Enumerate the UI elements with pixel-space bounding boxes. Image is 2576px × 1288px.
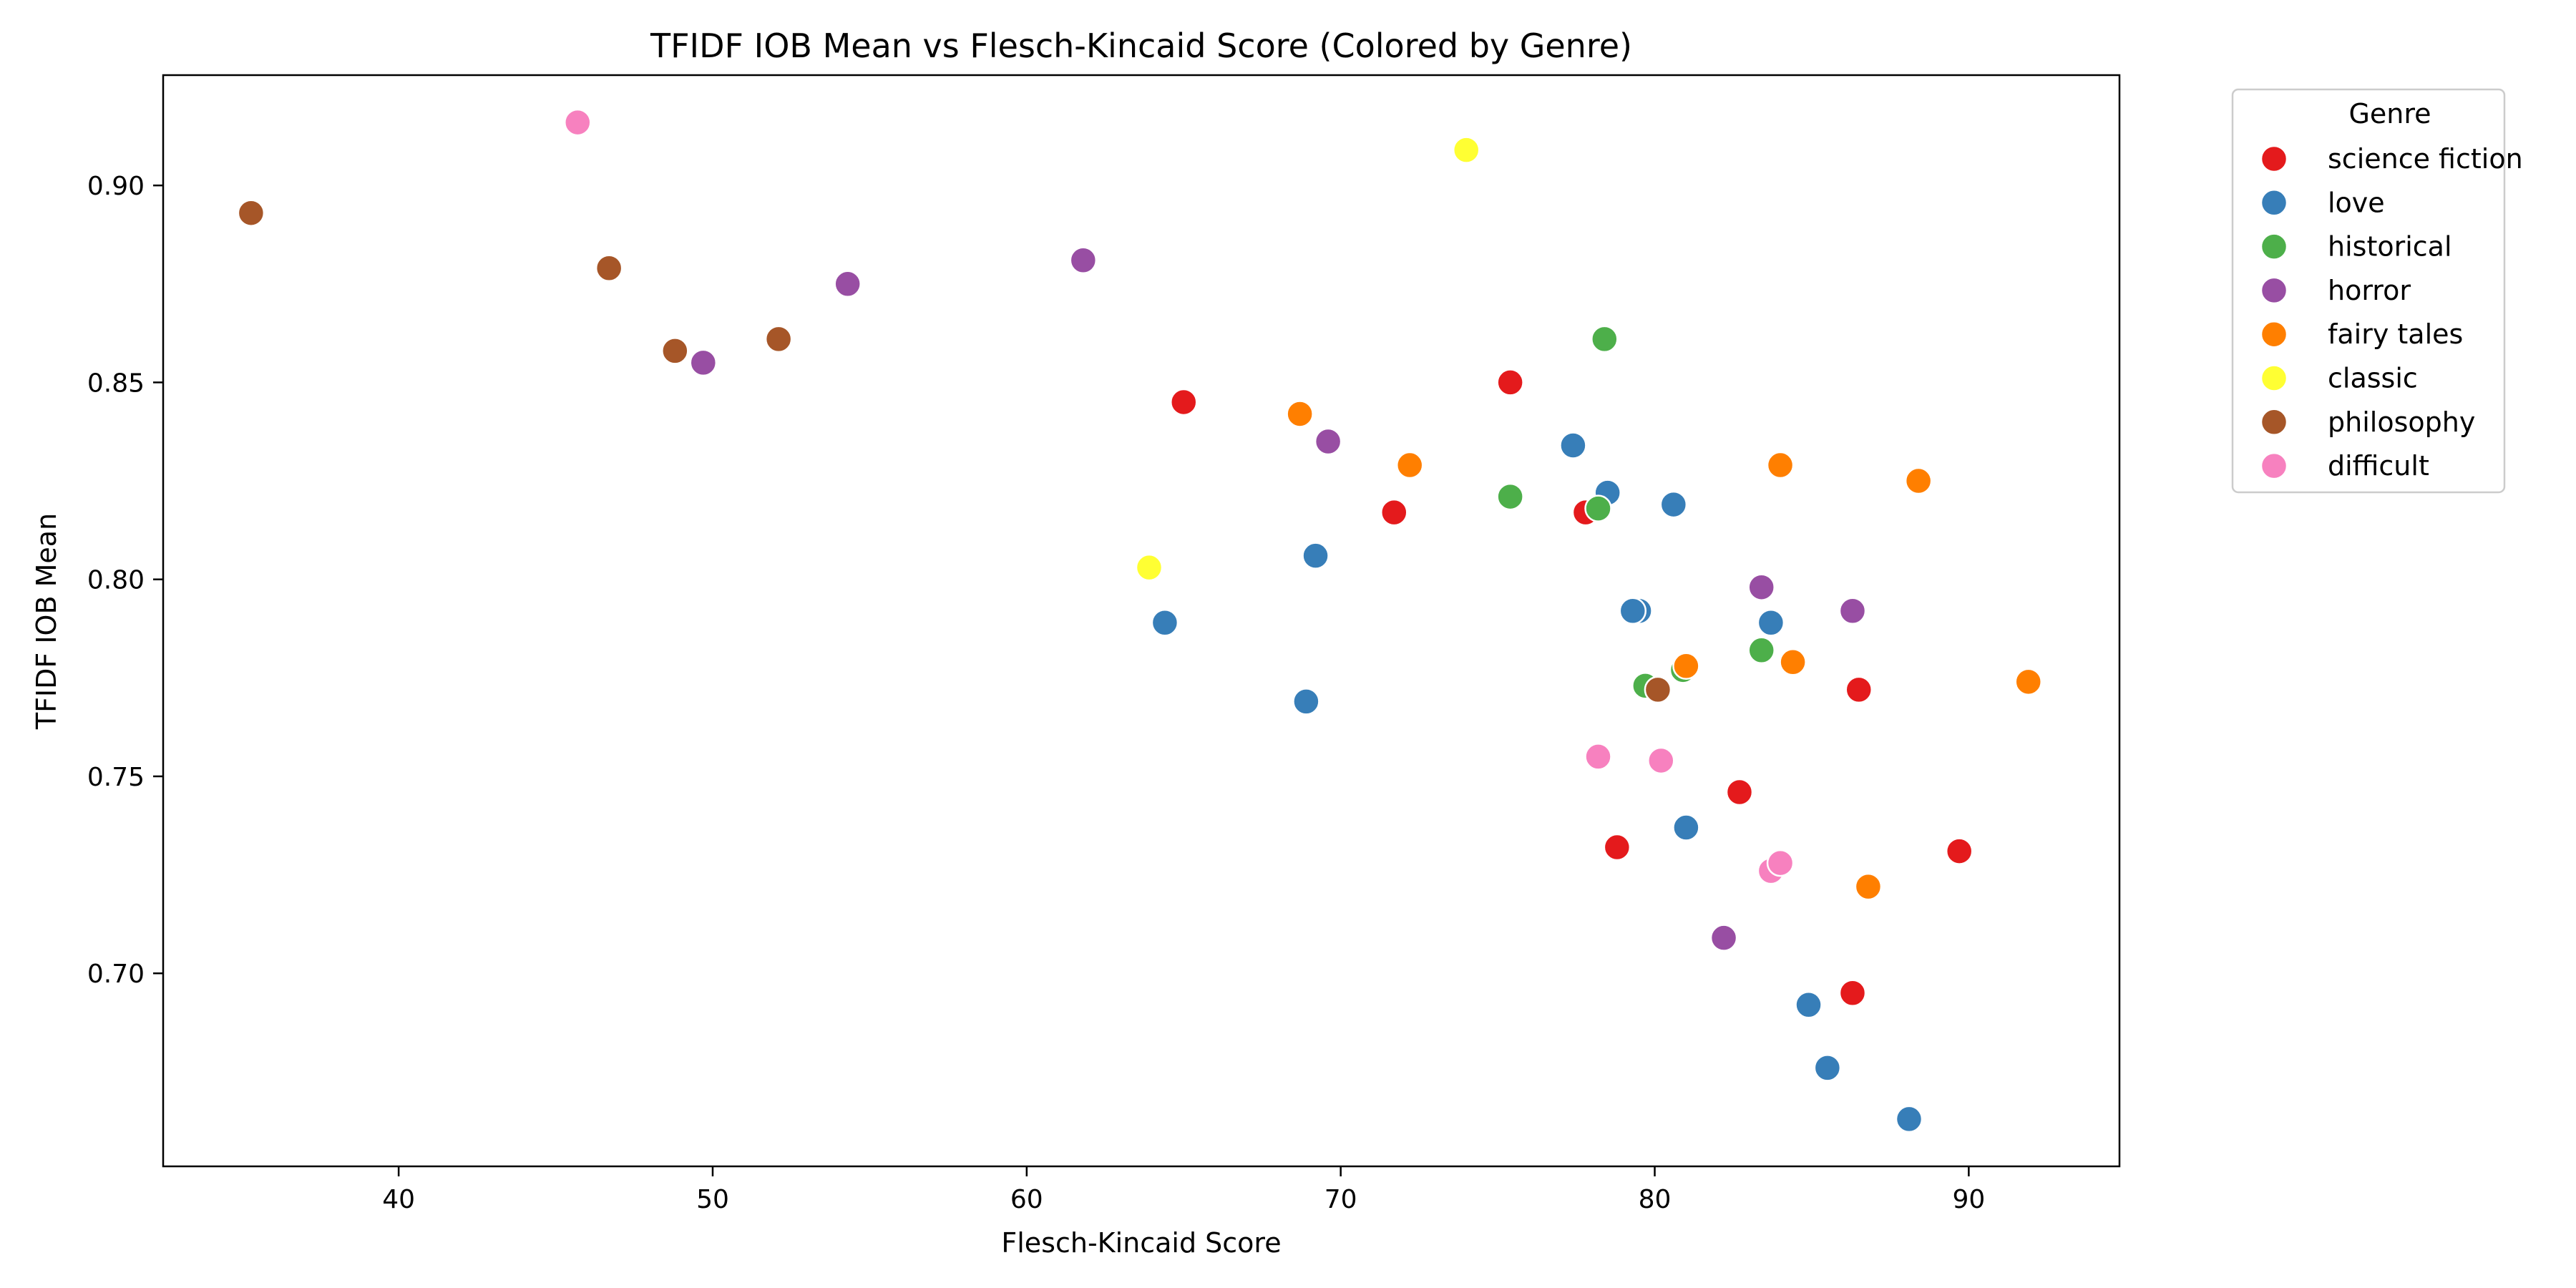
data-point-philosophy (766, 326, 791, 352)
data-point-historical (1749, 638, 1775, 663)
legend-label-science-fiction: science fiction (2328, 143, 2523, 175)
legend-marker-fairy-tales (2261, 321, 2287, 347)
data-point-fairy-tales (1397, 452, 1423, 478)
data-point-philosophy (238, 200, 264, 226)
data-point-fairy-tales (2016, 669, 2041, 695)
legend-label-philosophy: philosophy (2328, 406, 2475, 438)
x-tick-label: 90 (1952, 1185, 1985, 1214)
y-tick-label: 0.80 (87, 566, 145, 595)
chart-title: TFIDF IOB Mean vs Flesch-Kincaid Score (… (650, 26, 1632, 65)
legend-marker-historical (2261, 234, 2287, 260)
data-point-science-fiction (1846, 677, 1872, 703)
data-point-difficult (1648, 748, 1674, 774)
y-tick-label: 0.70 (87, 960, 145, 989)
data-point-horror (835, 271, 861, 297)
data-point-philosophy (1645, 677, 1671, 703)
y-tick-label: 0.85 (87, 369, 145, 398)
data-point-horror (691, 350, 716, 376)
data-point-love (1303, 543, 1329, 569)
legend-marker-philosophy (2261, 409, 2287, 435)
x-axis-label: Flesch-Kincaid Score (1001, 1227, 1281, 1259)
data-point-science-fiction (1946, 839, 1972, 864)
data-point-difficult (1586, 743, 1611, 769)
data-point-love (1758, 610, 1784, 635)
data-point-difficult (565, 109, 590, 135)
legend-marker-difficult (2261, 453, 2287, 479)
data-point-difficult (1767, 850, 1793, 876)
data-point-classic (1453, 137, 1479, 163)
data-point-philosophy (662, 338, 688, 364)
legend-label-fairy-tales: fairy tales (2328, 318, 2463, 350)
data-point-fairy-tales (1673, 653, 1699, 679)
data-point-horror (1711, 925, 1737, 951)
y-tick-label: 0.90 (87, 172, 145, 201)
data-point-science-fiction (1498, 369, 1523, 395)
legend-label-love: love (2328, 187, 2385, 218)
x-tick-label: 80 (1639, 1185, 1672, 1214)
x-tick-label: 60 (1010, 1185, 1043, 1214)
data-point-love (1815, 1055, 1840, 1080)
data-point-science-fiction (1840, 980, 1865, 1006)
data-point-horror (1749, 575, 1775, 600)
y-axis-label: TFIDF IOB Mean (31, 513, 62, 730)
data-point-historical (1586, 496, 1611, 522)
data-point-love (1796, 992, 1822, 1018)
legend: Genre science fiction love historical horro… (2233, 89, 2523, 492)
data-point-horror (1315, 429, 1341, 454)
legend-label-historical: historical (2328, 231, 2452, 263)
data-point-science-fiction (1171, 389, 1196, 415)
data-point-fairy-tales (1855, 874, 1881, 899)
data-point-science-fiction (1727, 779, 1752, 805)
data-point-fairy-tales (1287, 401, 1313, 426)
data-point-fairy-tales (1906, 468, 1931, 494)
legend-marker-science-fiction (2261, 146, 2287, 172)
data-point-science-fiction (1381, 499, 1407, 525)
data-point-love (1661, 492, 1687, 517)
x-tick-label: 70 (1324, 1185, 1357, 1214)
data-point-historical (1498, 484, 1523, 509)
data-point-love (1896, 1106, 1922, 1132)
data-point-love (1293, 688, 1319, 714)
data-point-love (1620, 598, 1646, 624)
data-point-historical (1591, 326, 1617, 352)
data-point-classic (1136, 555, 1162, 580)
legend-label-horror: horror (2328, 275, 2411, 306)
data-point-fairy-tales (1780, 649, 1806, 675)
legend-label-classic: classic (2328, 363, 2418, 394)
data-point-horror (1070, 248, 1096, 273)
data-point-fairy-tales (1767, 452, 1793, 478)
legend-title: Genre (2348, 98, 2431, 130)
legend-marker-love (2261, 190, 2287, 215)
data-point-love (1152, 610, 1178, 635)
legend-marker-classic (2261, 366, 2287, 391)
data-point-love (1560, 433, 1586, 459)
y-tick-label: 0.75 (87, 763, 145, 792)
x-tick-label: 50 (696, 1185, 729, 1214)
data-point-love (1673, 815, 1699, 841)
legend-marker-horror (2261, 278, 2287, 303)
data-point-horror (1840, 598, 1865, 624)
data-point-philosophy (596, 255, 622, 281)
data-point-science-fiction (1604, 834, 1630, 860)
x-tick-label: 40 (382, 1185, 415, 1214)
legend-label-difficult: difficult (2328, 450, 2429, 482)
